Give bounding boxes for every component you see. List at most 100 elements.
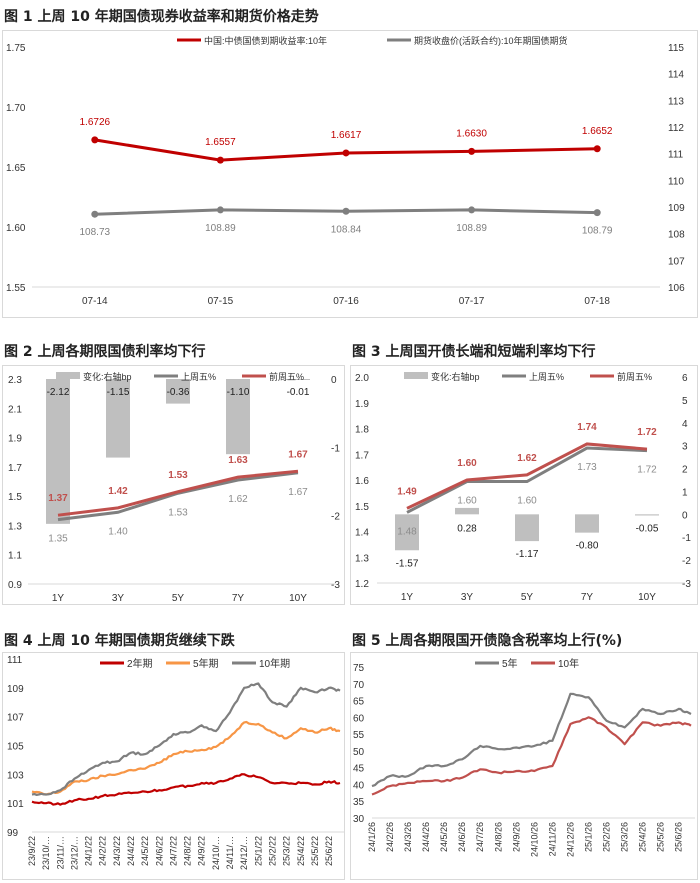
x-tick-label: 23/12/…	[69, 836, 79, 870]
line-label: 1.74	[577, 422, 597, 433]
x-tick-label: 3Y	[461, 592, 474, 603]
legend-label: 5年	[502, 657, 518, 670]
y-tick-label: 103	[7, 770, 24, 781]
y-tick-label: 70	[353, 680, 365, 691]
y2-tick-label: 112	[668, 123, 684, 134]
y2-tick-label: -2	[331, 512, 340, 523]
chart-2: 0.9 1.1 1.3 1.5 1.7 1.9 2.1 2.3 -3 -2 -1 0 1Y 3Y 5Y 7Y 1…	[2, 365, 345, 605]
x-tick-label: 07-16	[333, 296, 359, 307]
line-label: 1.35	[48, 534, 68, 545]
chart-1: 1.55 1.60 1.65 1.70 1.75 106 107 108 109 110 111 11…	[2, 30, 698, 318]
line-label: 1.37	[48, 493, 68, 504]
legend-label: 前周五%	[617, 371, 652, 382]
y-tick-label: 1.7	[8, 463, 22, 474]
chart-5: 30 35 40 45 50 55 60 65 70 75 24/1/26 24/2/26 24/3/2…	[350, 652, 698, 880]
y2-tick-label: -1	[331, 443, 340, 454]
line-label: 1.63	[228, 455, 248, 466]
change-bar	[286, 379, 310, 380]
y-tick-label: 1.3	[8, 521, 22, 532]
data-point	[342, 149, 350, 157]
y2-tick-label: 106	[668, 283, 685, 294]
change-bar	[635, 514, 659, 516]
x-tick-label: 24/2/26	[385, 822, 395, 852]
y-tick-label: 1.2	[355, 579, 369, 590]
figure-3-title: 图 3 上周国开债长端和短端利率均下行	[352, 344, 596, 360]
data-point	[593, 145, 601, 153]
chart-4: 99 101 103 105 107 109 111 23/9/22 23/10/… 23/11/…	[2, 652, 345, 880]
x-tick-label: 07-14	[82, 296, 108, 307]
x-tick-label: 25/1/26	[583, 822, 593, 852]
change-bar	[46, 379, 70, 524]
series-line	[31, 682, 341, 796]
legend-label: 期货收盘价(活跃合约):10年期国债期货	[414, 35, 568, 46]
x-tick-label: 24/7/22	[168, 836, 178, 866]
line-label: 1.60	[457, 496, 477, 507]
y2-tick-label: -2	[682, 556, 691, 567]
x-tick-label: 24/8/22	[183, 836, 193, 866]
y2-tick-label: 5	[682, 396, 688, 407]
legend-label: 上周五%	[181, 372, 216, 382]
y2-tick-label: 1	[682, 487, 688, 498]
y-tick-label: 1.5	[355, 502, 369, 513]
data-label: 108.79	[582, 226, 613, 237]
figure-4-title: 图 4 上周 10 年期国债期货继续下跌	[4, 633, 235, 649]
x-tick-label: 25/3/22	[282, 836, 292, 866]
x-tick-label: 7Y	[581, 592, 594, 603]
chart-frame	[350, 652, 698, 880]
line-label: 1.62	[228, 494, 248, 505]
chart-frame	[2, 30, 698, 318]
data-point	[216, 206, 224, 214]
y2-tick-label: 115	[668, 43, 684, 54]
legend-label: 变化:右轴bp	[83, 371, 132, 382]
data-point	[342, 207, 350, 215]
x-tick-label: 24/9/22	[197, 836, 207, 866]
legend-label: 10年期	[259, 657, 290, 670]
x-tick-label: 24/11/26	[547, 822, 557, 856]
y2-tick-label: 0	[682, 510, 688, 521]
x-tick-label: 25/5/26	[656, 822, 666, 852]
y2-tick-label: 110	[668, 176, 684, 187]
y2-tick-label: 108	[668, 230, 685, 241]
x-tick-label: 24/6/22	[154, 836, 164, 866]
bar-label: -2.12	[47, 387, 70, 398]
change-bar	[575, 514, 599, 533]
x-tick-label: 24/3/26	[403, 822, 413, 852]
bar-label: -0.01	[287, 387, 310, 398]
y-tick-label: 0.9	[8, 580, 22, 591]
legend-swatch	[404, 372, 428, 379]
y-tick-label: 1.8	[355, 425, 369, 436]
line-label: 1.48	[397, 526, 417, 537]
line-label: 1.67	[288, 487, 308, 498]
y2-tick-label: 107	[668, 256, 685, 267]
y2-tick-label: -3	[682, 579, 691, 590]
x-tick-label: 23/11/…	[55, 836, 65, 869]
y-tick-label: 1.5	[8, 492, 22, 503]
x-tick-label: 24/5/22	[140, 836, 150, 866]
change-bar	[166, 379, 190, 404]
y-tick-label: 1.1	[8, 551, 22, 562]
line-label: 1.60	[517, 496, 537, 507]
y-tick-label: 109	[7, 684, 24, 695]
data-label: 1.6617	[331, 130, 362, 141]
y-tick-label: 101	[7, 799, 24, 810]
y-tick-label: 60	[353, 713, 365, 724]
legend-label: 中国:中债国债到期收益率:10年	[204, 35, 327, 46]
x-tick-label: 24/9/26	[511, 822, 521, 852]
y-tick-label: 65	[353, 697, 365, 708]
x-tick-label: 24/8/26	[493, 822, 503, 852]
x-tick-label: 24/12/26	[565, 822, 575, 857]
x-tick-label: 24/7/26	[475, 822, 485, 852]
data-point	[468, 206, 476, 214]
y-tick-label: 2.3	[8, 375, 22, 386]
bar-label: -0.36	[167, 387, 190, 398]
x-tick-label: 25/6/22	[324, 836, 334, 866]
x-tick-label: 5Y	[521, 592, 534, 603]
y-tick-label: 55	[353, 730, 365, 741]
x-tick-label: 1Y	[52, 593, 65, 604]
change-bar	[455, 507, 479, 515]
data-point	[91, 210, 99, 218]
y-tick-label: 75	[353, 663, 365, 674]
chart-frame	[350, 365, 698, 605]
y-tick-label: 2.0	[355, 373, 369, 384]
